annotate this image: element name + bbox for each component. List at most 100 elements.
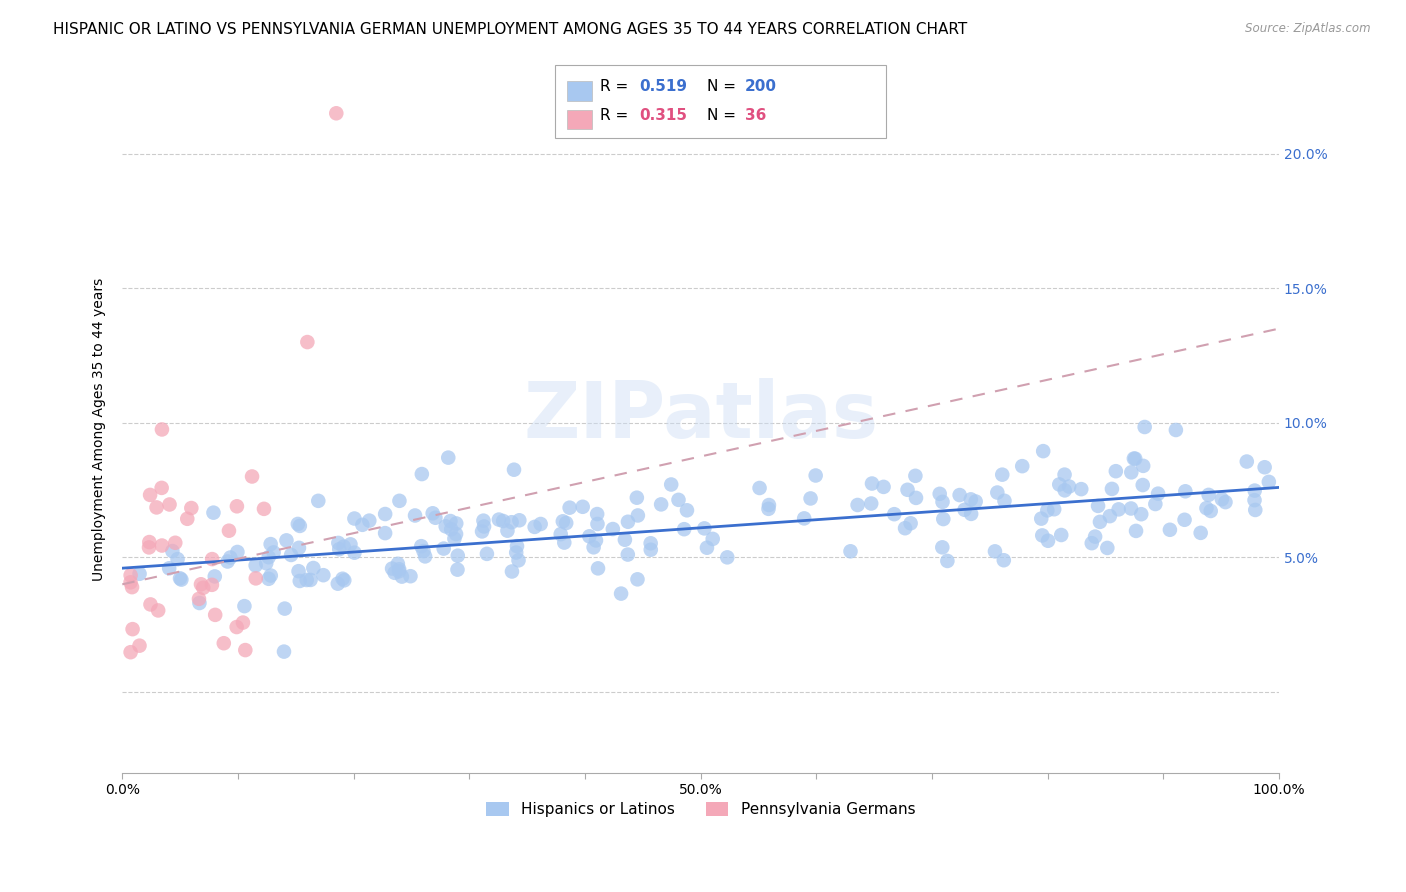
Point — [121, 622, 143, 636]
Point — [585, 533, 607, 548]
Point — [388, 562, 411, 576]
Point — [1195, 501, 1218, 516]
Point — [1108, 502, 1130, 516]
Point — [1053, 483, 1076, 498]
Point — [1043, 502, 1066, 516]
Point — [447, 549, 470, 563]
Point — [411, 467, 433, 481]
Point — [758, 501, 780, 516]
Point — [1198, 488, 1220, 502]
Point — [1098, 509, 1121, 524]
Point — [120, 568, 142, 582]
Point — [332, 540, 354, 554]
Point — [896, 483, 918, 497]
Point — [1031, 511, 1053, 525]
Point — [259, 537, 281, 551]
Point — [1088, 515, 1111, 529]
Point — [668, 492, 690, 507]
Point — [586, 561, 609, 575]
Point — [280, 548, 302, 562]
Point — [716, 550, 738, 565]
Point — [1144, 497, 1167, 511]
Point — [193, 581, 215, 595]
Point — [233, 643, 256, 657]
Point — [388, 564, 411, 578]
Point — [558, 500, 581, 515]
Point — [225, 620, 247, 634]
Y-axis label: Unemployment Among Ages 35 to 44 years: Unemployment Among Ages 35 to 44 years — [93, 278, 107, 582]
Point — [254, 556, 277, 570]
Point — [148, 603, 170, 617]
Point — [530, 516, 553, 531]
Point — [617, 515, 640, 529]
Text: 36: 36 — [745, 108, 766, 123]
Point — [170, 573, 193, 587]
Point — [388, 493, 411, 508]
Point — [650, 497, 672, 511]
Point — [299, 573, 322, 587]
Point — [673, 522, 696, 536]
Point — [626, 491, 648, 505]
Point — [602, 522, 624, 536]
Point — [437, 450, 460, 465]
Point — [411, 539, 433, 553]
Point — [610, 586, 633, 600]
Point — [359, 514, 381, 528]
Point — [204, 569, 226, 583]
Text: R =: R = — [600, 79, 634, 95]
Point — [904, 468, 927, 483]
Point — [503, 463, 526, 477]
Point — [190, 577, 212, 591]
Point — [1253, 460, 1275, 475]
Point — [949, 488, 972, 502]
Point — [145, 500, 167, 515]
Point — [374, 526, 396, 541]
Point — [297, 334, 319, 349]
Point — [374, 507, 396, 521]
Point — [1032, 444, 1054, 458]
Point — [288, 574, 311, 588]
Point — [150, 481, 173, 495]
Point — [986, 485, 1008, 500]
Point — [159, 498, 181, 512]
Point — [295, 573, 318, 587]
Point — [860, 496, 883, 510]
Point — [571, 500, 593, 514]
Point — [586, 516, 609, 531]
Point — [138, 535, 160, 549]
Point — [475, 547, 498, 561]
Point — [226, 500, 249, 514]
Point — [263, 545, 285, 559]
Point — [846, 498, 869, 512]
Point — [257, 550, 280, 565]
Point — [578, 529, 600, 543]
Point — [217, 554, 239, 568]
Point — [748, 481, 770, 495]
Point — [640, 536, 662, 550]
Point — [586, 507, 609, 521]
Point — [150, 422, 173, 436]
Point — [139, 598, 162, 612]
Point — [953, 503, 976, 517]
Point — [1132, 458, 1154, 473]
Point — [425, 510, 447, 524]
Point — [276, 533, 298, 548]
Point — [333, 574, 356, 588]
Point — [993, 553, 1015, 567]
Point — [1147, 486, 1170, 500]
Point — [288, 541, 311, 555]
Point — [180, 501, 202, 516]
Text: Source: ZipAtlas.com: Source: ZipAtlas.com — [1246, 22, 1371, 36]
Point — [325, 106, 347, 120]
Point — [332, 572, 354, 586]
Point — [582, 541, 605, 555]
Point — [1211, 492, 1233, 507]
Point — [960, 507, 983, 521]
Point — [1189, 525, 1212, 540]
Text: HISPANIC OR LATINO VS PENNSYLVANIA GERMAN UNEMPLOYMENT AMONG AGES 35 TO 44 YEARS: HISPANIC OR LATINO VS PENNSYLVANIA GERMA… — [53, 22, 967, 37]
Point — [287, 564, 309, 578]
Point — [492, 514, 515, 528]
Point — [928, 487, 950, 501]
Point — [1031, 528, 1053, 542]
Text: N =: N = — [707, 79, 741, 95]
